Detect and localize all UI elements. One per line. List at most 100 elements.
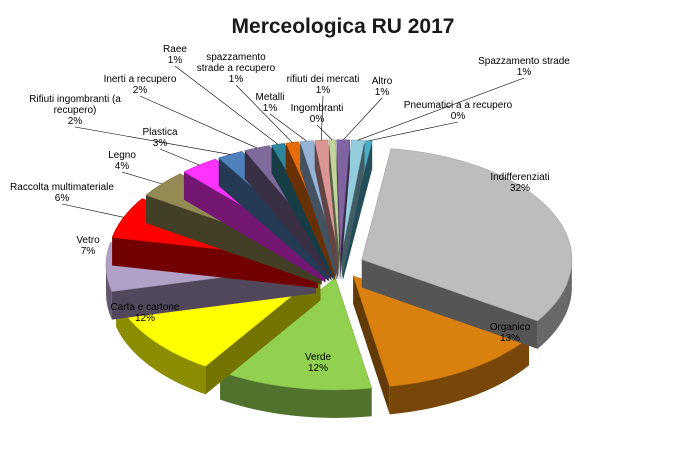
slice-label-text: Metalli — [256, 92, 285, 103]
slice-top — [336, 139, 351, 252]
slice-value-text: 12% — [308, 363, 328, 374]
leader-line — [343, 97, 383, 141]
leader-line — [159, 148, 200, 166]
leader-line — [235, 84, 293, 143]
pie-slice-15 — [328, 139, 340, 280]
slice-label-text: Plastica — [142, 127, 177, 138]
slice-value-text: 13% — [500, 333, 520, 344]
slice-top — [314, 139, 339, 252]
slice-labels: Indifferenziati32%Organico13%Verde12%Car… — [10, 44, 570, 374]
slice-rim — [220, 371, 372, 418]
slice-value-text: 12% — [135, 313, 155, 324]
slice-label-text: Ingombranti — [291, 103, 344, 114]
slice-value-text: 1% — [229, 74, 244, 85]
leader-line — [174, 65, 279, 145]
slice-value-text: 1% — [517, 67, 532, 78]
slice-value-text: 7% — [81, 246, 96, 257]
slice-label-text: Organico — [490, 322, 531, 333]
leader-line — [139, 95, 258, 149]
slice-side-wall — [340, 139, 350, 280]
slice-label-text: Raccolta multimateriale — [10, 182, 114, 193]
slice-value-text: 2% — [68, 116, 83, 127]
slice-value-text: 6% — [55, 193, 70, 204]
slice-value-text: 1% — [375, 87, 390, 98]
pie-slice-16 — [336, 139, 351, 280]
slice-label-text: Indifferenziati — [490, 172, 549, 183]
leader-line — [121, 171, 162, 185]
slice-label-text: Inerti a recupero — [104, 74, 177, 85]
slice-label-text: Pneumatici a a recupero — [404, 100, 513, 111]
leader-line — [269, 113, 307, 142]
slice-side-wall — [112, 237, 318, 288]
slice-value-text: 4% — [115, 161, 130, 172]
slice-label-text-cont: strade a recupero — [197, 63, 276, 74]
slice-side-wall — [328, 139, 340, 280]
leader-line — [357, 77, 525, 141]
slice-side-wall — [353, 276, 390, 415]
slice-side-wall — [285, 143, 336, 281]
slice-label-text: Legno — [108, 150, 136, 161]
slice-value-text: 0% — [310, 114, 325, 125]
slice-side-wall — [244, 150, 332, 281]
slice-side-wall — [183, 171, 326, 283]
slice-value-text: 32% — [510, 183, 530, 194]
slice-label-text: Vetro — [76, 235, 100, 246]
chart-title: Merceologica RU 2017 — [232, 15, 455, 38]
slice-label-text: Altro — [372, 76, 393, 87]
slice-side-wall — [218, 157, 329, 282]
leader-line — [74, 126, 231, 155]
slice-value-text: 2% — [133, 85, 148, 96]
slice-side-wall — [271, 145, 334, 281]
slice-side-wall — [361, 259, 538, 349]
pie-slice-1 — [361, 148, 573, 349]
slice-label-text: Spazzamento strade — [478, 56, 570, 67]
slice-value-text: 3% — [153, 138, 168, 149]
slice-label-text: rifiuti dei mercati — [287, 74, 360, 85]
slice-label-text: Verde — [305, 352, 332, 363]
slice-rim — [389, 337, 529, 415]
slice-top — [341, 139, 365, 252]
slice-label-text: Carta e cartone — [111, 302, 180, 313]
leader-line — [61, 203, 124, 218]
slice-side-wall — [314, 140, 339, 280]
slice-side-wall — [300, 141, 337, 280]
leader-line — [316, 124, 333, 141]
slice-rim — [116, 298, 206, 395]
slice-label-text-cont: recupero) — [54, 105, 97, 116]
slice-value-text: 1% — [168, 55, 183, 66]
slice-value-text: 0% — [451, 111, 466, 122]
slice-label-text: Rifiuti ingombranti (a — [29, 94, 121, 105]
slice-side-wall — [146, 195, 322, 285]
slice-top — [219, 277, 373, 391]
slice-value-text: 1% — [316, 85, 331, 96]
pie-slices — [105, 139, 573, 418]
slice-label-text: spazzamento — [206, 52, 266, 63]
leader-line — [320, 95, 324, 141]
slice-value-text: 1% — [263, 103, 278, 114]
slice-side-wall — [341, 140, 365, 280]
slice-side-wall — [342, 140, 373, 280]
slice-label-text: Raee — [163, 44, 187, 55]
pie-slice-3 — [219, 277, 373, 418]
slice-top — [361, 148, 573, 322]
leader-line — [368, 121, 459, 142]
